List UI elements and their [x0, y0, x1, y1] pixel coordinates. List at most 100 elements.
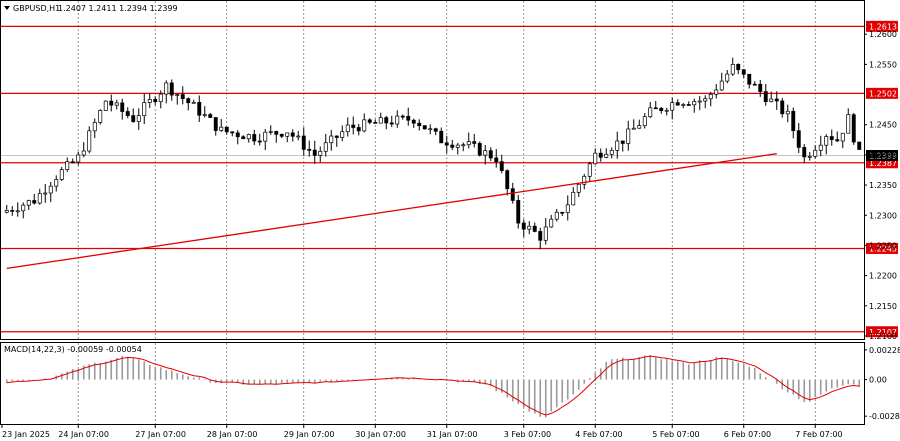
candle-body — [818, 144, 823, 151]
current-price-tag — [866, 150, 898, 162]
candle-body — [367, 119, 372, 123]
candle-body — [488, 150, 493, 159]
candle-body — [406, 115, 411, 121]
candle-body — [120, 102, 125, 112]
candle-body — [851, 114, 856, 143]
candle-body — [477, 143, 482, 156]
time-axis: 23 Jan 2025 24 Jan 07:00 27 Jan 07:00 28 Ja… — [1, 424, 843, 439]
candle-body — [252, 134, 257, 142]
candle-body — [373, 122, 378, 124]
candle-body — [840, 132, 845, 142]
candle-body — [191, 101, 196, 104]
candle-body — [224, 126, 229, 133]
candle-body — [76, 154, 81, 163]
candle-body — [362, 119, 367, 132]
level-tag — [866, 326, 898, 338]
candle-body — [136, 115, 141, 122]
candle-body — [98, 110, 103, 123]
candle-body — [395, 115, 400, 125]
candle-body — [4, 209, 9, 213]
candle-body — [741, 69, 746, 75]
price-tick-label: 1.2100 — [869, 332, 897, 341]
candle-body — [285, 132, 290, 137]
macd-tick-label: -0.0028 — [869, 412, 900, 421]
candle-body — [769, 98, 774, 102]
candle-body — [433, 128, 438, 132]
time-tick-label: 4 Feb 07:00 — [575, 430, 622, 439]
candle-body — [697, 100, 702, 103]
candle-body — [131, 115, 136, 122]
candle-body — [780, 100, 785, 115]
symbol-dropdown-icon[interactable] — [4, 6, 10, 10]
candle-body — [169, 82, 174, 96]
current-price-label: 1.2399 — [869, 152, 897, 161]
price-tick-label: 1.2250 — [869, 241, 897, 250]
candle-body — [153, 99, 158, 103]
candle-body — [202, 114, 207, 116]
candle-body — [686, 104, 691, 106]
candle-body — [708, 93, 713, 100]
candle-body — [637, 125, 642, 129]
candle-body — [747, 73, 752, 85]
vertical-grid — [77, 1, 816, 424]
candle-body — [351, 124, 356, 128]
trendline[interactable] — [6, 153, 777, 270]
price-tick-label: 1.2150 — [869, 302, 897, 311]
candle-body — [15, 210, 20, 213]
candle-body — [455, 144, 460, 148]
candle-body — [279, 133, 284, 137]
candle-body — [81, 150, 86, 156]
ohlc-values: 1.2407 1.2411 1.2394 1.2399 — [58, 4, 178, 13]
candle-body — [92, 122, 97, 132]
candle-body — [648, 107, 653, 118]
level-tag — [866, 87, 898, 99]
candle-body — [54, 179, 59, 187]
candle-body — [692, 101, 697, 106]
candle-body — [642, 116, 647, 126]
candle-body — [714, 89, 719, 95]
candle-body — [417, 122, 422, 126]
candle-body — [824, 136, 829, 146]
candle-body — [835, 139, 840, 142]
macd-label: MACD(14,22,3) -0.00059 -0.00054 — [4, 345, 142, 354]
candle-body — [197, 101, 202, 116]
candle-body — [802, 147, 807, 158]
candle-body — [389, 122, 394, 125]
time-tick-label: 3 Feb 07:00 — [504, 430, 551, 439]
candle-body — [334, 135, 339, 138]
candle-body — [323, 142, 328, 152]
candle-body — [571, 191, 576, 206]
macd-signal-line — [6, 355, 860, 416]
candle-body — [730, 64, 735, 75]
candle-body — [593, 152, 598, 165]
candle-body — [472, 141, 477, 144]
candle-body — [527, 225, 532, 230]
level-label: 1.2387 — [869, 159, 897, 168]
candle-body — [301, 135, 306, 150]
candle-body — [609, 149, 614, 155]
candle-body — [483, 150, 488, 156]
candle-body — [538, 231, 543, 241]
candle-body — [444, 142, 449, 146]
candle-body — [796, 130, 801, 148]
candle-body — [598, 152, 603, 158]
candle-body — [230, 131, 235, 134]
candle-body — [268, 131, 273, 133]
candle-body — [290, 132, 295, 137]
candle-body — [631, 127, 636, 130]
candle-body — [26, 200, 31, 206]
candle-body — [653, 107, 658, 110]
candle-body — [615, 140, 620, 151]
candle-body — [450, 144, 455, 148]
candle-body — [312, 149, 317, 156]
candle-body — [70, 161, 75, 164]
candle-body — [461, 144, 466, 147]
candle-body — [719, 80, 724, 91]
time-tick-label: 5 Feb 07:00 — [652, 430, 699, 439]
candle-body — [565, 204, 570, 213]
level-tag — [866, 242, 898, 254]
candle-body — [829, 136, 834, 140]
candle-body — [125, 111, 130, 116]
candle-body — [345, 124, 350, 133]
